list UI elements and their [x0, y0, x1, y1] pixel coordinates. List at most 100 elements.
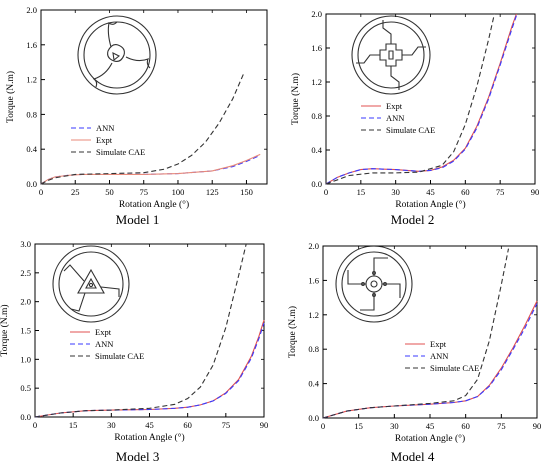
y-tick-label: 2.0: [20, 297, 31, 307]
series-line-simulate-cae: [34, 243, 247, 418]
model-caption: Model 2: [390, 212, 435, 227]
chart-panel-model-4: 0 15 30 45 60 75 90 0.0 0.4 0.8 1.2 1.6 2.0 Rotation …: [275, 236, 550, 471]
y-tick-label: 1.2: [311, 77, 322, 87]
y-tick-label: 1.2: [26, 75, 37, 85]
x-tick-label: 45: [145, 420, 154, 430]
series-line-expt: [34, 319, 265, 418]
chart-svg-model-4: 0 15 30 45 60 75 90 0.0 0.4 0.8 1.2 1.6 2.0 Rotation …: [287, 241, 542, 444]
chart-svg-model-2: 0 15 30 45 60 75 90 0.0 0.4 0.8 1.2 1.6 2.0 Rotation …: [290, 9, 540, 210]
x-axis-label: Rotation Angle (°): [395, 433, 465, 444]
design-inset-model1: [77, 15, 157, 95]
x-axis-label: Rotation Angle (°): [119, 199, 189, 210]
y-tick-label: 1.6: [308, 275, 319, 285]
x-tick-label: 100: [172, 187, 185, 197]
legend-label: Expt: [430, 339, 447, 349]
y-axis-label: Torque (N.m): [287, 306, 298, 358]
y-axis-label: Torque (N.m): [5, 71, 16, 123]
x-tick-label: 45: [426, 187, 435, 197]
series-line-ann: [34, 322, 265, 418]
series-line-expt: [325, 13, 517, 185]
design-inset-model3: [52, 245, 130, 323]
x-tick-label: 0: [321, 421, 325, 431]
legend-label: ANN: [96, 123, 114, 133]
chart-svg-model-3: 0 15 30 45 60 75 90 0.0 0.5 1.0 1.5 2.0 2.5 3.0 Rotati…: [0, 239, 269, 443]
legend-label: Simulate CAE: [95, 351, 144, 361]
y-tick-label: 2.0: [311, 9, 322, 19]
y-tick-label: 0.8: [26, 109, 37, 119]
plot-frame: [34, 243, 265, 418]
y-tick-label: 1.5: [20, 326, 31, 336]
x-tick-label: 90: [531, 187, 540, 197]
x-tick-label: 125: [206, 187, 219, 197]
y-tick-label: 1.6: [311, 43, 322, 53]
x-tick-label: 0: [33, 420, 37, 430]
design-inset-model4: [335, 245, 413, 323]
x-tick-label: 60: [183, 420, 192, 430]
plot-frame: [322, 245, 538, 419]
chart-svg-model-1: 0 25 50 75 100 125 150 0.0 0.4 0.8 1.2 1.6 2.0 Rotati…: [5, 5, 268, 210]
y-tick-label: 0.4: [308, 379, 319, 389]
y-tick-label: 1.6: [26, 40, 37, 50]
y-tick-label: 0.0: [26, 179, 37, 189]
y-tick-label: 0.0: [311, 179, 322, 189]
y-tick-label: 3.0: [20, 239, 31, 249]
chart-panel-model-3: 0 15 30 45 60 75 90 0.0 0.5 1.0 1.5 2.0 2.5 3.0 Rotati…: [0, 236, 275, 471]
series-line-ann: [40, 154, 261, 185]
x-tick-label: 60: [461, 187, 470, 197]
legend-label: Simulate CAE: [430, 363, 479, 373]
y-tick-label: 1.2: [308, 310, 319, 320]
legend-label: Simulate CAE: [386, 125, 435, 135]
y-tick-label: 0.4: [311, 145, 322, 155]
y-tick-label: 2.5: [20, 268, 31, 278]
legend-label: ANN: [386, 113, 404, 123]
legend-label: Expt: [96, 135, 113, 145]
series-line-simulate-cae: [325, 13, 495, 185]
legend-label: ANN: [95, 339, 113, 349]
y-tick-label: 1.0: [20, 354, 31, 364]
legend-label: Simulate CAE: [96, 147, 145, 157]
x-tick-label: 90: [260, 420, 269, 430]
y-tick-label: 0.8: [308, 344, 319, 354]
x-tick-label: 30: [390, 421, 399, 431]
design-inset-model2: [351, 15, 431, 95]
x-tick-label: 30: [107, 420, 116, 430]
x-tick-label: 90: [533, 421, 542, 431]
y-tick-label: 2.0: [308, 241, 319, 251]
plot-frame: [325, 13, 536, 185]
legend-label: Expt: [386, 101, 403, 111]
series-line-simulate-cae: [40, 73, 245, 185]
x-tick-label: 150: [240, 187, 253, 197]
x-tick-label: 15: [69, 420, 78, 430]
y-axis-label: Torque (N.m): [0, 304, 10, 356]
model-caption: Model 4: [390, 449, 435, 464]
y-tick-label: 2.0: [26, 5, 37, 15]
model-caption: Model 3: [115, 449, 160, 464]
x-tick-label: 75: [139, 187, 148, 197]
x-axis-label: Rotation Angle (°): [395, 199, 465, 210]
x-axis-label: Rotation Angle (°): [114, 432, 184, 443]
x-tick-label: 75: [497, 421, 506, 431]
y-tick-label: 0.0: [20, 412, 31, 422]
legend-label: Expt: [95, 327, 112, 337]
y-tick-label: 0.5: [20, 383, 31, 393]
model-caption: Model 1: [115, 212, 160, 227]
x-tick-label: 30: [391, 187, 400, 197]
series-line-expt: [40, 153, 261, 185]
chart-panel-model-1: 0 25 50 75 100 125 150 0.0 0.4 0.8 1.2 1.6 2.0 Rotati…: [0, 0, 275, 236]
y-tick-label: 0.8: [311, 111, 322, 121]
x-tick-label: 15: [357, 187, 366, 197]
x-tick-label: 75: [496, 187, 505, 197]
x-tick-label: 75: [222, 420, 231, 430]
x-tick-label: 50: [105, 187, 114, 197]
legend-label: ANN: [430, 351, 448, 361]
plot-frame: [40, 9, 268, 185]
series-line-ann: [325, 15, 517, 185]
y-tick-label: 0.0: [308, 413, 319, 423]
series-line-simulate-cae: [322, 248, 510, 419]
chart-panel-model-2: 0 15 30 45 60 75 90 0.0 0.4 0.8 1.2 1.6 2.0 Rotation …: [275, 0, 550, 236]
x-tick-label: 15: [354, 421, 363, 431]
x-tick-label: 25: [71, 187, 80, 197]
x-tick-label: 0: [39, 187, 43, 197]
y-tick-label: 0.4: [26, 144, 37, 154]
y-axis-label: Torque (N.m): [290, 73, 301, 125]
